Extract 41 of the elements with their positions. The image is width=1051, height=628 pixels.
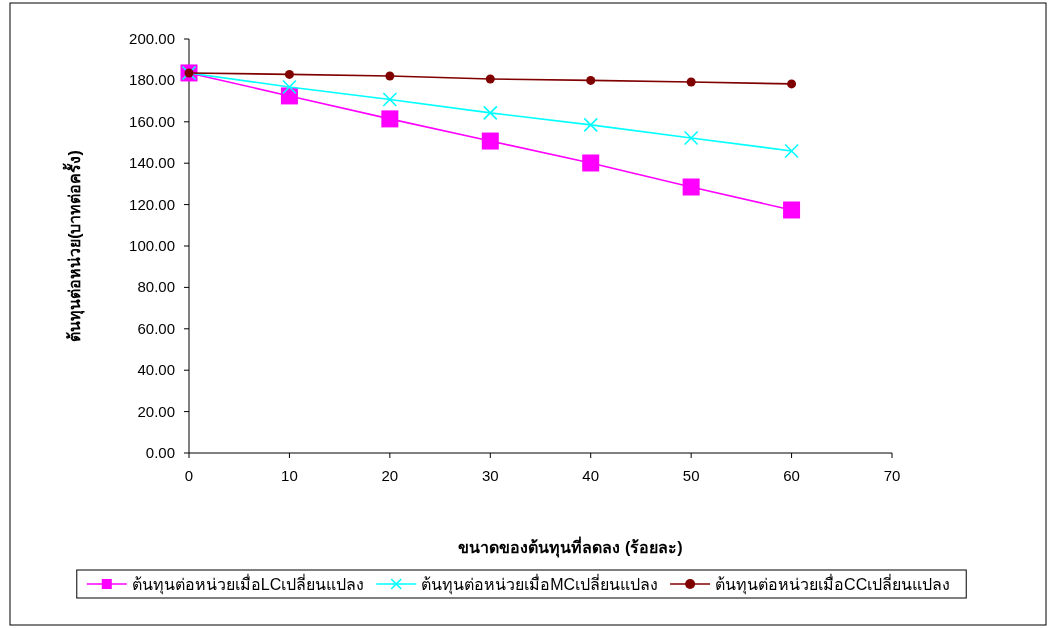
- y-tick-label: 20.00: [137, 402, 175, 420]
- y-tick-label: 180.00: [129, 71, 175, 89]
- x-tick-label: 0: [184, 467, 194, 484]
- point: [385, 71, 395, 81]
- y-tick-label: 60.00: [137, 319, 175, 337]
- x-tick-label: 10: [281, 467, 298, 484]
- point: [582, 154, 600, 172]
- point: [284, 69, 294, 79]
- point: [686, 77, 696, 87]
- x-tick-label: 70: [883, 467, 901, 484]
- x-tick-label: 20: [381, 467, 399, 484]
- x-tick-label: 60: [783, 467, 800, 484]
- y-axis-title: ต้นทุนต่อหน่วย(บาทต่อครั้ง): [62, 150, 85, 342]
- x-tick-label: 30: [481, 467, 499, 484]
- point: [481, 132, 499, 150]
- point: [485, 74, 495, 84]
- legend-label: ต้นทุนต่อหน่วยเมื่อCCเปลี่ยนแปลง: [715, 573, 951, 595]
- point: [682, 178, 700, 196]
- point: [783, 201, 801, 219]
- y-tick-label: 80.00: [137, 278, 175, 296]
- point: [683, 130, 699, 146]
- point: [583, 117, 599, 133]
- y-tick-label: 200.00: [129, 30, 175, 47]
- y-tick-label: 120.00: [129, 195, 175, 213]
- point: [482, 105, 498, 121]
- x-axis-title: ขนาดของต้นทุนที่ลดลง (ร้อยละ): [458, 536, 683, 558]
- point: [282, 79, 297, 95]
- y-tick-label: 140.00: [129, 154, 175, 172]
- y-tick-label: 160.00: [129, 112, 175, 130]
- y-tick-label: 40.00: [137, 361, 175, 379]
- point: [381, 110, 399, 128]
- point: [586, 75, 596, 85]
- y-tick-label: 0.00: [145, 444, 175, 461]
- point: [787, 79, 797, 89]
- point: [784, 143, 799, 159]
- y-tick-label: 100.00: [129, 237, 175, 254]
- legend-label: ต้นทุนต่อหน่วยเมื่อLCเปลี่ยนแปลง: [131, 573, 365, 595]
- point: [382, 92, 398, 107]
- x-tick-label: 40: [582, 467, 600, 484]
- x-tick-label: 50: [682, 467, 700, 484]
- legend-label: ต้นทุนต่อหน่วยเมื่อMCเปลี่ยนแปลง: [421, 573, 659, 595]
